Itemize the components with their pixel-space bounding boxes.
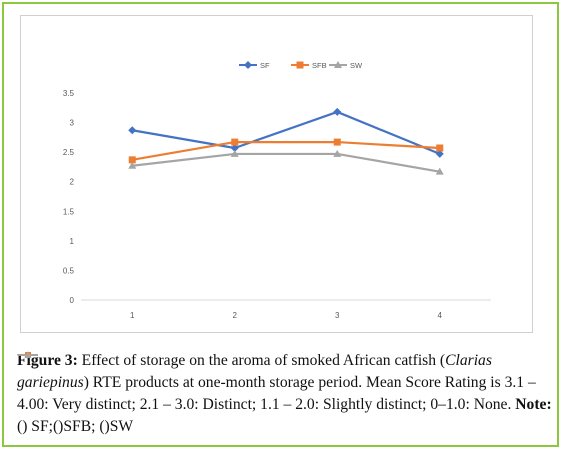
data-point-sw [435,167,444,175]
note-sf: ) SF;( [22,418,59,435]
y-tick-label: 1 [70,237,75,246]
caption-text-1: Effect of storage on the aroma of smoked… [77,352,446,369]
sw-legend-glyph [18,351,38,358]
data-point-sfb [231,138,239,146]
note-label: Note: [515,396,552,413]
data-point-sf [435,149,444,158]
data-point-sfb [128,156,136,164]
series-line-sw [132,152,440,173]
figure-frame [2,2,559,447]
x-tick-label: 1 [130,311,135,320]
y-tick-label: 2 [70,178,75,187]
legend-marker-sfb [296,61,304,69]
caption-text-2: ) RTE products at one-month storage peri… [17,374,536,413]
data-point-sf [128,126,137,135]
legend-marker-sw [334,61,342,68]
legend-label-sf: SF [260,61,270,70]
y-tick-label: 0 [70,296,75,305]
chart-area: 0 0.5 1 1.5 2 2.5 3 3.5 1 2 3 4 SF SFB SW [20,15,533,333]
series-line-sf [132,110,441,155]
data-point-sw [333,149,342,157]
note-sw: )SW [104,418,134,435]
note-open: ( [17,418,23,435]
x-tick-label: 2 [233,311,238,320]
x-tick-label: 3 [335,311,340,320]
y-tick-label: 1.5 [63,207,75,216]
figure-caption: Figure 3: Effect of storage on the aroma… [17,350,552,438]
x-tick-label: 4 [438,311,443,320]
legend-marker-sf [244,61,252,69]
data-point-sf [230,144,239,153]
data-point-sw [230,149,239,157]
caption-label: Figure 3: [17,352,78,369]
data-point-sw [128,161,137,169]
y-tick-label: 2.5 [63,148,75,157]
y-tick-label: 0.5 [63,266,75,275]
series-line-sfb [132,140,440,161]
line-chart: 0 0.5 1 1.5 2 2.5 3 3.5 1 2 3 4 SF SFB SW [63,61,491,320]
y-tick-label: 3.5 [63,89,75,98]
data-point-sfb [333,138,341,146]
note-sfb: )SFB; ( [58,418,105,435]
legend-label-sw: SW [350,61,363,70]
data-point-sf [333,107,342,116]
data-point-sfb [436,144,444,152]
legend-label-sfb: SFB [312,61,327,70]
y-tick-label: 3 [70,119,75,128]
caption-species: Clarias gariepinus [17,352,492,391]
